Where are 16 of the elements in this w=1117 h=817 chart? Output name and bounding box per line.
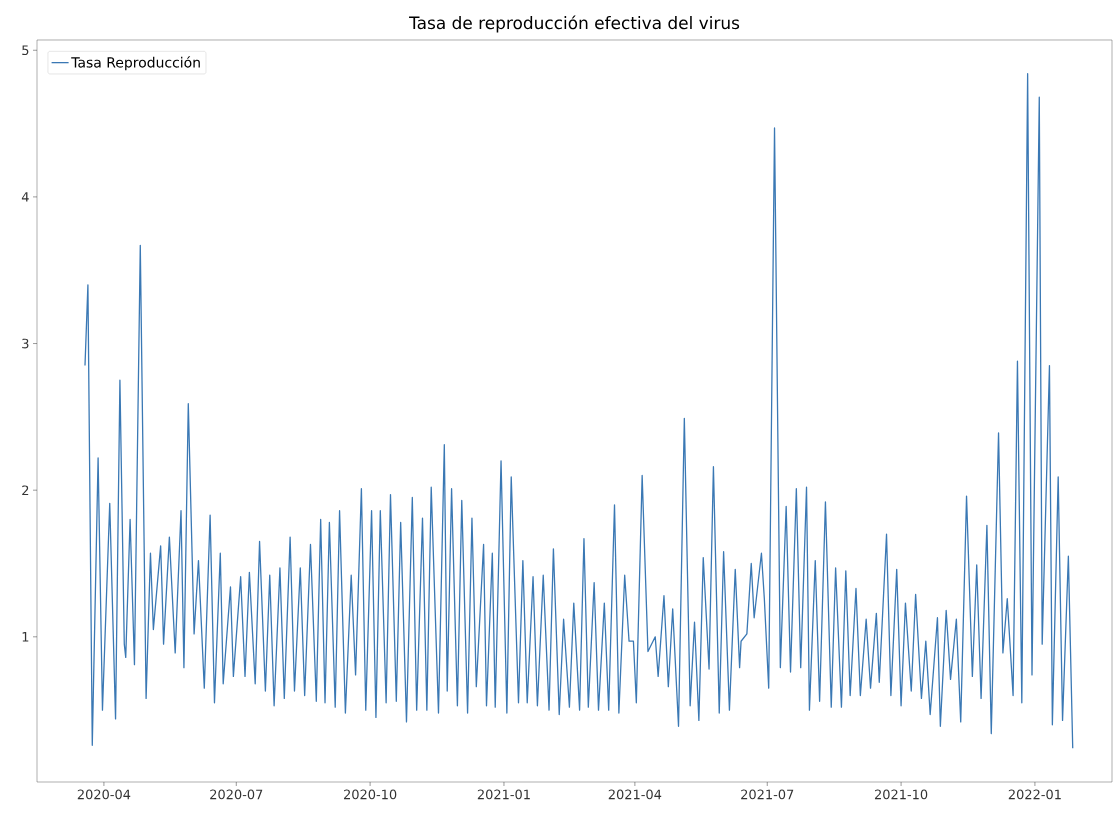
x-tick-label: 2021-07 bbox=[741, 789, 794, 800]
y-tick-label: 3 bbox=[22, 338, 29, 349]
y-tick-label: 1 bbox=[22, 632, 29, 642]
x-tick-label: 2021-04 bbox=[608, 789, 662, 800]
chart-title: Tasa de reproducción efectiva del virus bbox=[409, 15, 740, 33]
x-tick-label: 2020-10 bbox=[344, 789, 397, 800]
x-tick-label: 2022-01 bbox=[1008, 789, 1061, 800]
x-tick-label: 2021-01 bbox=[477, 789, 530, 800]
y-tick-label: 5 bbox=[22, 45, 29, 56]
y-tick-label: 4 bbox=[21, 192, 29, 202]
legend-label: Tasa Reproducción bbox=[71, 56, 200, 71]
line-series bbox=[84, 73, 1074, 749]
y-tick-label: 2 bbox=[22, 485, 29, 495]
x-tick-label: 2020-04 bbox=[77, 789, 131, 800]
x-tick-label: 2020-07 bbox=[210, 789, 263, 800]
x-tick-label: 2021-10 bbox=[874, 789, 928, 800]
